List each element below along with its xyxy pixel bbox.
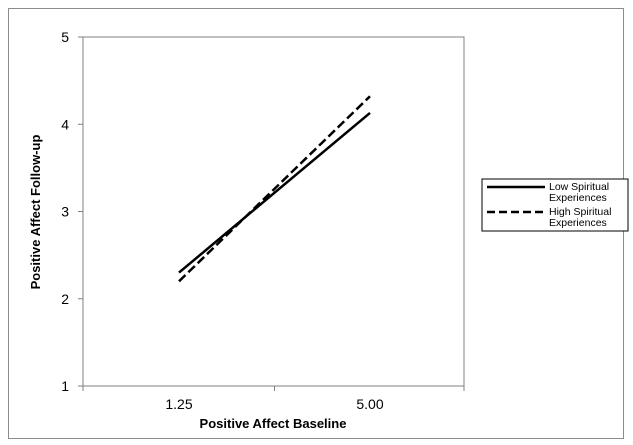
plot-area: [82, 36, 465, 387]
legend-label-line: Low Spiritual: [549, 181, 609, 193]
y-axis: 1 2 3 4 5: [61, 29, 83, 394]
x-tick-label: 5.00: [356, 396, 383, 412]
y-tick-label: 3: [61, 204, 69, 220]
series-line-high-spiritual: [178, 95, 371, 283]
legend-label: High Spiritual Experiences: [549, 206, 611, 229]
legend-label-line: Experiences: [549, 192, 607, 204]
y-axis-title: Positive Affect Follow-up: [28, 135, 43, 290]
y-tick-label: 5: [61, 29, 69, 45]
y-tick-label: 1: [61, 378, 69, 394]
x-axis: 1.25 5.00: [82, 386, 465, 412]
y-tick-label: 2: [61, 291, 69, 307]
x-tick-label: 1.25: [165, 396, 192, 412]
legend-label: Low Spiritual Experiences: [549, 181, 609, 204]
x-axis-title: Positive Affect Baseline: [200, 416, 347, 431]
y-tick-label: 4: [61, 116, 69, 132]
legend-label-line: Experiences: [549, 217, 607, 229]
series-lines: [178, 95, 371, 283]
legend-label-line: High Spiritual: [549, 206, 611, 218]
series-line-low-spiritual: [178, 111, 371, 274]
